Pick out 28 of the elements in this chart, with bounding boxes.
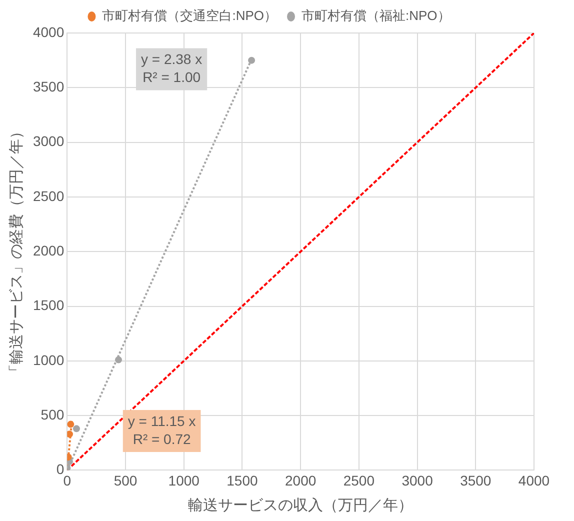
x-tick-label: 1500 (226, 472, 258, 488)
point (248, 56, 256, 64)
x-tick-label: 1000 (168, 472, 200, 488)
x-tick-label: 4000 (518, 472, 550, 488)
x-axis-title: 輸送サービスの収入（万円／年） (188, 497, 414, 514)
y-tick-label: 0 (56, 461, 64, 478)
legend-label: 市町村有償（交通空白:NPO） (102, 8, 278, 24)
point (67, 430, 73, 438)
y-tick-label: 1500 (32, 297, 64, 314)
y-tick-label: 1000 (32, 352, 64, 368)
legend-label: 市町村有償（福祉:NPO） (302, 8, 450, 24)
y-tick-label: 3000 (32, 133, 64, 150)
annotation: y = 11.15 x R² = 0.72 (128, 412, 196, 447)
y-tick-label: 2500 (32, 188, 64, 204)
x-tick-label: 2500 (343, 472, 375, 488)
y-tick-label: 3500 (32, 78, 64, 95)
point (67, 420, 74, 428)
x-tick-label: 500 (114, 472, 138, 488)
y-tick-label: 4000 (32, 24, 64, 40)
point (72, 425, 80, 432)
y-tick-label: 500 (40, 406, 64, 422)
x-tick-label: 3000 (402, 472, 434, 488)
annotation: y = 2.38 x R² = 1.00 (141, 51, 202, 86)
point (115, 356, 122, 364)
x-tick-label: 2000 (284, 472, 316, 488)
y-tick-label: 2000 (32, 242, 64, 258)
y-axis-title: 「輸送サービス」の経費（万円／年） (8, 124, 26, 380)
x-tick-label: 3500 (460, 472, 492, 488)
